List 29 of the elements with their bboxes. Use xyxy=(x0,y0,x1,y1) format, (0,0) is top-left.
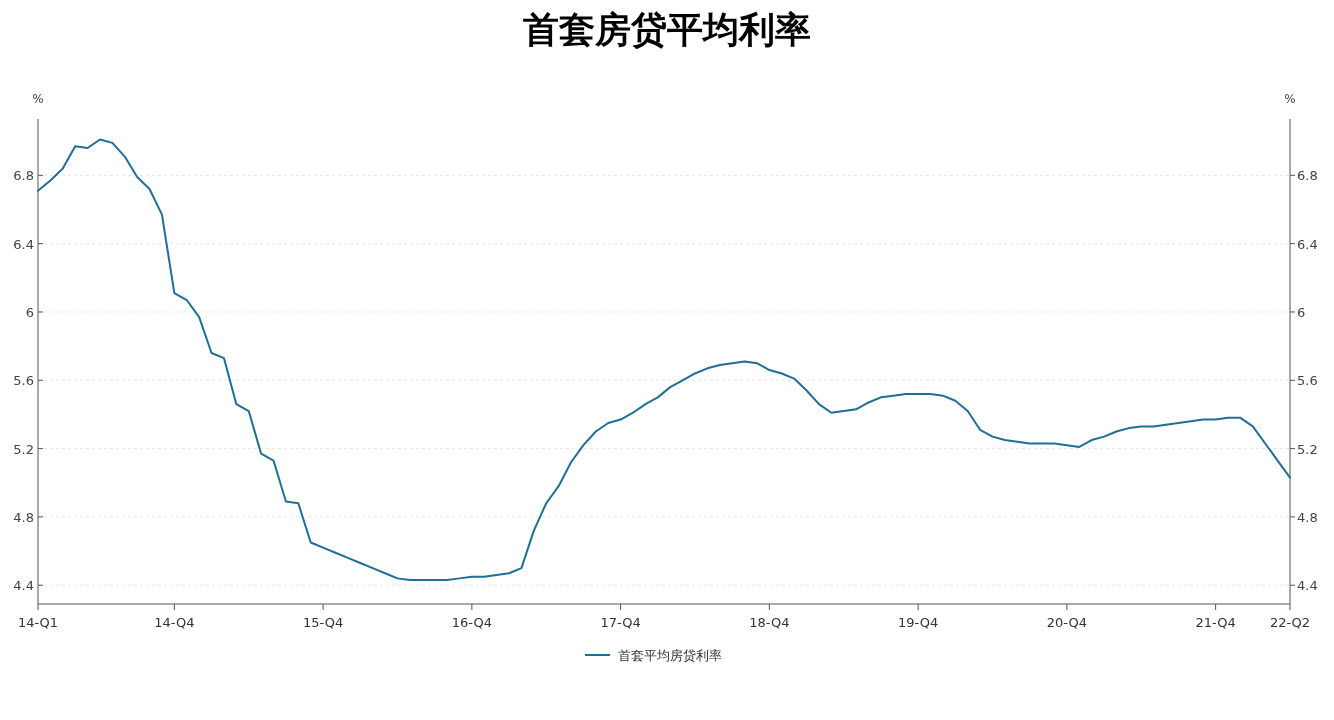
x-tick-label: 18-Q4 xyxy=(749,615,790,630)
x-tick-label: 22-Q2 xyxy=(1269,615,1311,630)
y-tick-label: 5.2 xyxy=(13,441,34,457)
y-tick-label: 4.8 xyxy=(13,509,34,525)
y2-tick-label: 6.4 xyxy=(1297,236,1318,252)
y-tick-label: 4.4 xyxy=(13,578,34,594)
x-tick-label: 14-Q1 xyxy=(17,615,59,630)
x-tick-label: 19-Q4 xyxy=(898,615,939,630)
y-tick-label: 6 xyxy=(25,304,34,320)
x-tick-label: 14-Q4 xyxy=(154,615,195,630)
x-tick-label: 20-Q4 xyxy=(1046,615,1087,630)
y-axis-title: % xyxy=(32,92,44,106)
y-tick-label: 6.8 xyxy=(13,168,34,184)
y2-tick-label: 6.8 xyxy=(1297,168,1318,184)
y-tick-label: 5.6 xyxy=(13,373,34,389)
y2-tick-label: 5.6 xyxy=(1297,373,1318,389)
y-tick-label: 6.4 xyxy=(13,236,34,252)
legend-label: 首套平均房贷利率 xyxy=(618,648,722,663)
chart-title: 首套房贷平均利率 xyxy=(523,9,811,50)
y2-tick-label: 4.4 xyxy=(1297,578,1318,594)
line-series xyxy=(37,138,1291,582)
y2-tick-label: 4.8 xyxy=(1297,509,1318,525)
x-tick-label: 21-Q4 xyxy=(1195,615,1236,630)
x-tick-label: 16-Q4 xyxy=(451,615,492,630)
x-tick-label: 15-Q4 xyxy=(303,615,344,630)
y2-axis-title: % xyxy=(1284,92,1296,106)
y2-tick-label: 5.2 xyxy=(1297,441,1318,457)
y2-tick-label: 6 xyxy=(1297,304,1306,320)
x-tick-label: 17-Q4 xyxy=(600,615,641,630)
